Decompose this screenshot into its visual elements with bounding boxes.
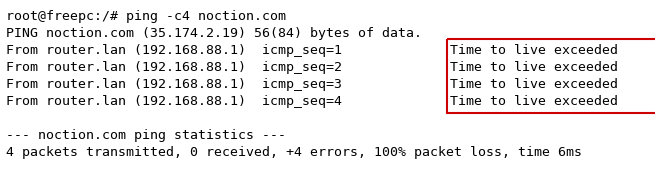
Text: root@freepc:/# ping -c4 noction.com: root@freepc:/# ping -c4 noction.com (6, 10, 286, 23)
Bar (447, 39, 655, 113)
Text: 4 packets transmitted, 0 received, +4 errors, 100% packet loss, time 6ms: 4 packets transmitted, 0 received, +4 er… (6, 146, 582, 159)
Text: From router.lan (192.168.88.1)  icmp_seq=2: From router.lan (192.168.88.1) icmp_seq=… (6, 61, 350, 74)
Text: From router.lan (192.168.88.1)  icmp_seq=1: From router.lan (192.168.88.1) icmp_seq=… (6, 44, 350, 57)
Text: From router.lan (192.168.88.1)  icmp_seq=4: From router.lan (192.168.88.1) icmp_seq=… (6, 95, 350, 108)
Text: Time to live exceeded: Time to live exceeded (450, 61, 618, 74)
Text: Time to live exceeded: Time to live exceeded (450, 95, 618, 108)
Text: --- noction.com ping statistics ---: --- noction.com ping statistics --- (6, 129, 286, 142)
Text: Time to live exceeded: Time to live exceeded (450, 44, 618, 57)
Text: Time to live exceeded: Time to live exceeded (450, 78, 618, 91)
Text: From router.lan (192.168.88.1)  icmp_seq=3: From router.lan (192.168.88.1) icmp_seq=… (6, 78, 350, 91)
Text: PING noction.com (35.174.2.19) 56(84) bytes of data.: PING noction.com (35.174.2.19) 56(84) by… (6, 27, 422, 40)
